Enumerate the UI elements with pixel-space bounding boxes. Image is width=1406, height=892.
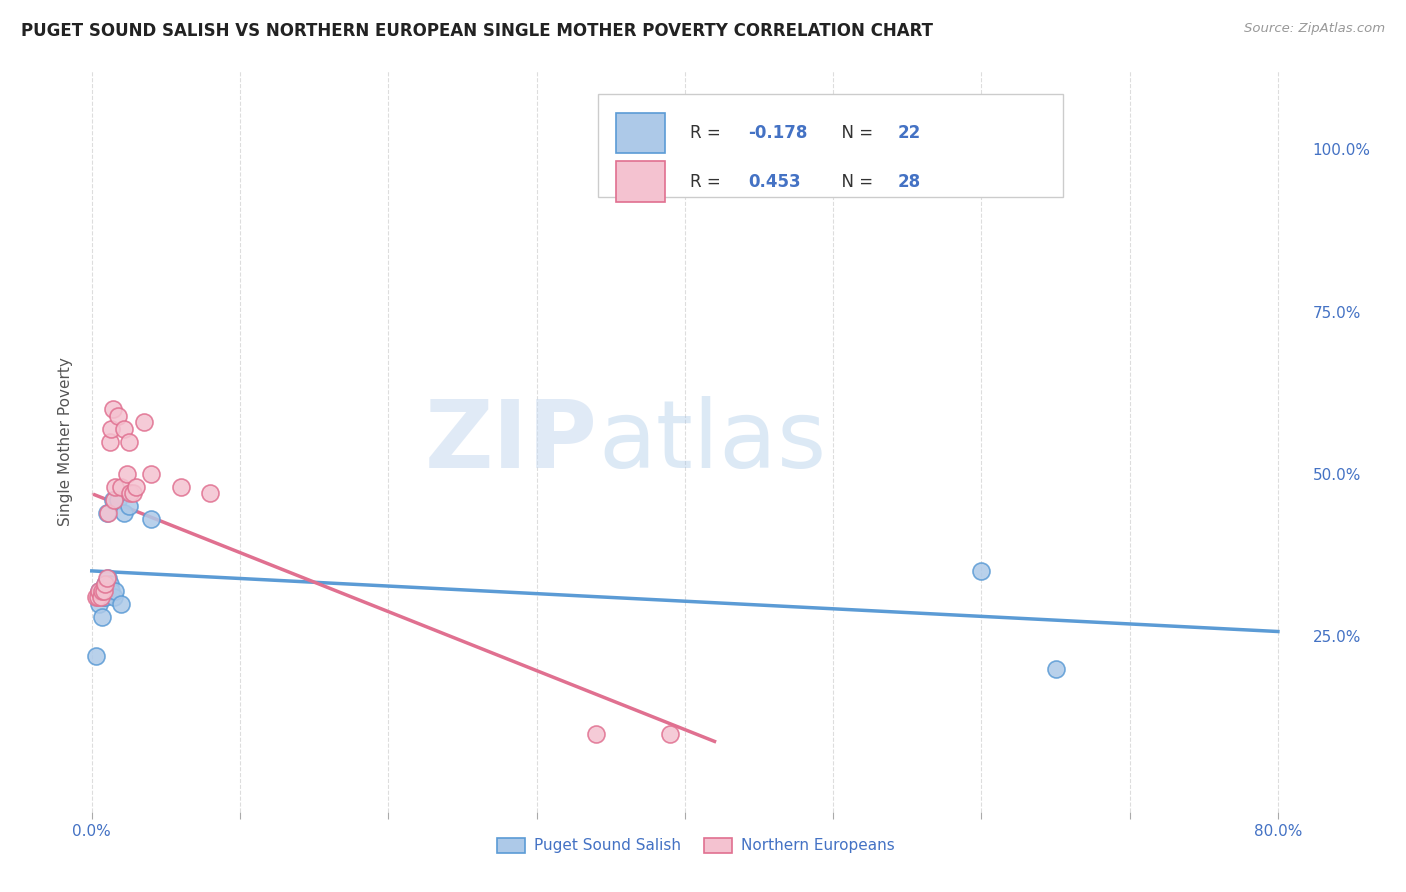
Point [98, 577, 121, 591]
Point [117, 467, 139, 481]
Point [122, 486, 145, 500]
Text: -0.178: -0.178 [748, 124, 808, 142]
Point [89, 583, 111, 598]
Point [107, 409, 129, 423]
Point [94, 591, 117, 605]
Point [100, 583, 122, 598]
Point [104, 480, 127, 494]
Point [139, 467, 162, 481]
Text: N =: N = [831, 173, 877, 191]
Point [91, 610, 114, 624]
Point [585, 727, 607, 741]
Point [103, 591, 125, 605]
Text: atlas: atlas [598, 395, 827, 488]
Text: 0.453: 0.453 [748, 173, 801, 191]
Point [91, 583, 114, 598]
Point [96, 583, 118, 598]
Point [94, 577, 117, 591]
Point [125, 480, 148, 494]
Point [132, 415, 155, 429]
Point [98, 434, 121, 449]
Point [118, 500, 141, 514]
Text: 28: 28 [898, 173, 921, 191]
Point [96, 506, 118, 520]
Text: R =: R = [690, 124, 725, 142]
Point [89, 583, 111, 598]
Point [104, 583, 127, 598]
Point [93, 583, 115, 598]
Point [112, 421, 135, 435]
Point [101, 402, 124, 417]
Point [120, 486, 142, 500]
Point [112, 506, 135, 520]
FancyBboxPatch shape [616, 161, 665, 202]
Point [110, 597, 132, 611]
Point [97, 506, 120, 520]
Point [94, 577, 117, 591]
Text: ZIP: ZIP [425, 395, 598, 488]
Point [103, 493, 125, 508]
Point [1045, 662, 1067, 676]
Point [118, 434, 141, 449]
Y-axis label: Single Mother Poverty: Single Mother Poverty [58, 357, 73, 526]
Point [93, 591, 115, 605]
Point [970, 565, 993, 579]
Text: PUGET SOUND SALISH VS NORTHERN EUROPEAN SINGLE MOTHER POVERTY CORRELATION CHART: PUGET SOUND SALISH VS NORTHERN EUROPEAN … [21, 22, 934, 40]
Text: N =: N = [831, 124, 877, 142]
Legend: Puget Sound Salish, Northern Europeans: Puget Sound Salish, Northern Europeans [491, 831, 901, 860]
Text: R =: R = [690, 173, 725, 191]
Text: 22: 22 [898, 124, 921, 142]
Point [107, 493, 129, 508]
Point [659, 727, 682, 741]
Point [101, 493, 124, 508]
Point [90, 591, 112, 605]
Point [97, 571, 120, 585]
Point [96, 571, 118, 585]
FancyBboxPatch shape [616, 112, 665, 153]
Point [89, 597, 111, 611]
Text: Source: ZipAtlas.com: Source: ZipAtlas.com [1244, 22, 1385, 36]
Point [110, 480, 132, 494]
Point [200, 486, 222, 500]
Point [170, 480, 193, 494]
Point [86, 591, 108, 605]
Point [84, 648, 107, 663]
Point [100, 421, 122, 435]
Point [84, 591, 107, 605]
Point [139, 512, 162, 526]
FancyBboxPatch shape [598, 94, 1063, 197]
